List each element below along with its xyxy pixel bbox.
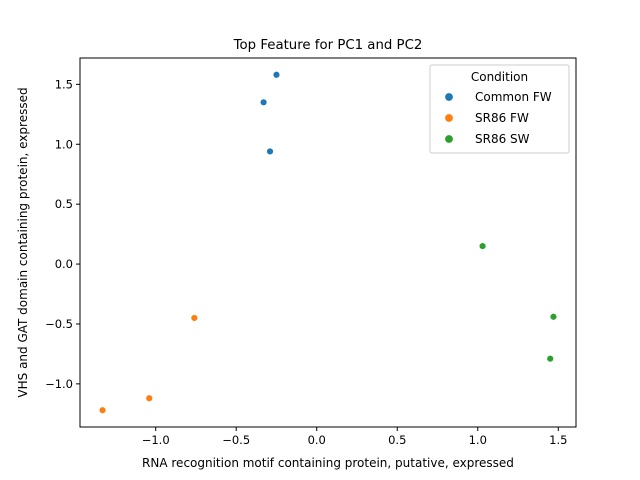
y-tick-label: 0.5 — [55, 197, 73, 211]
y-tick-label: −1.0 — [45, 377, 73, 391]
data-point — [478, 242, 487, 250]
data-point — [145, 394, 153, 402]
data-points — [98, 71, 558, 414]
legend-label: SR86 FW — [475, 111, 529, 125]
y-tick-label: −0.5 — [45, 317, 73, 331]
legend-marker — [444, 134, 454, 144]
y-axis-label: VHS and GAT domain containing protein, e… — [16, 87, 30, 397]
data-point — [549, 313, 558, 321]
y-axis-ticks: −1.0 −0.5 0.0 0.5 1.0 1.5 — [45, 77, 80, 391]
legend-label: SR86 SW — [475, 132, 530, 146]
y-tick-label: 0.0 — [55, 257, 73, 271]
legend-marker — [444, 92, 454, 102]
y-tick-label: 1.0 — [55, 137, 73, 151]
data-point — [272, 71, 281, 79]
legend-title: Condition — [471, 70, 528, 84]
data-point — [546, 355, 554, 363]
legend-marker — [444, 113, 454, 123]
x-tick-label: 0.0 — [308, 433, 326, 447]
axes-frame — [79, 57, 577, 428]
x-tick-label: 1.0 — [469, 433, 487, 447]
x-tick-label: −1.0 — [142, 433, 170, 447]
legend-label: Common FW — [475, 90, 552, 104]
x-tick-label: 1.5 — [549, 433, 567, 447]
data-point — [98, 406, 107, 414]
plot-area — [79, 57, 577, 428]
legend-entries: Common FW SR86 FW SR86 SW — [444, 90, 552, 146]
x-axis-ticks: −1.0 −0.5 0.0 0.5 1.0 1.5 — [142, 427, 567, 447]
x-tick-label: −0.5 — [222, 433, 250, 447]
data-point — [190, 314, 199, 322]
x-axis-label: RNA recognition motif containing protein… — [142, 456, 514, 470]
legend-box — [429, 64, 570, 154]
y-tick-label: 1.5 — [55, 77, 73, 91]
x-tick-label: 0.5 — [388, 433, 406, 447]
legend: Condition Common FW SR86 FW SR86 SW — [429, 64, 570, 154]
data-point — [266, 147, 274, 156]
chart-title: Top Feature for PC1 and PC2 — [233, 38, 423, 53]
data-point — [259, 98, 268, 107]
